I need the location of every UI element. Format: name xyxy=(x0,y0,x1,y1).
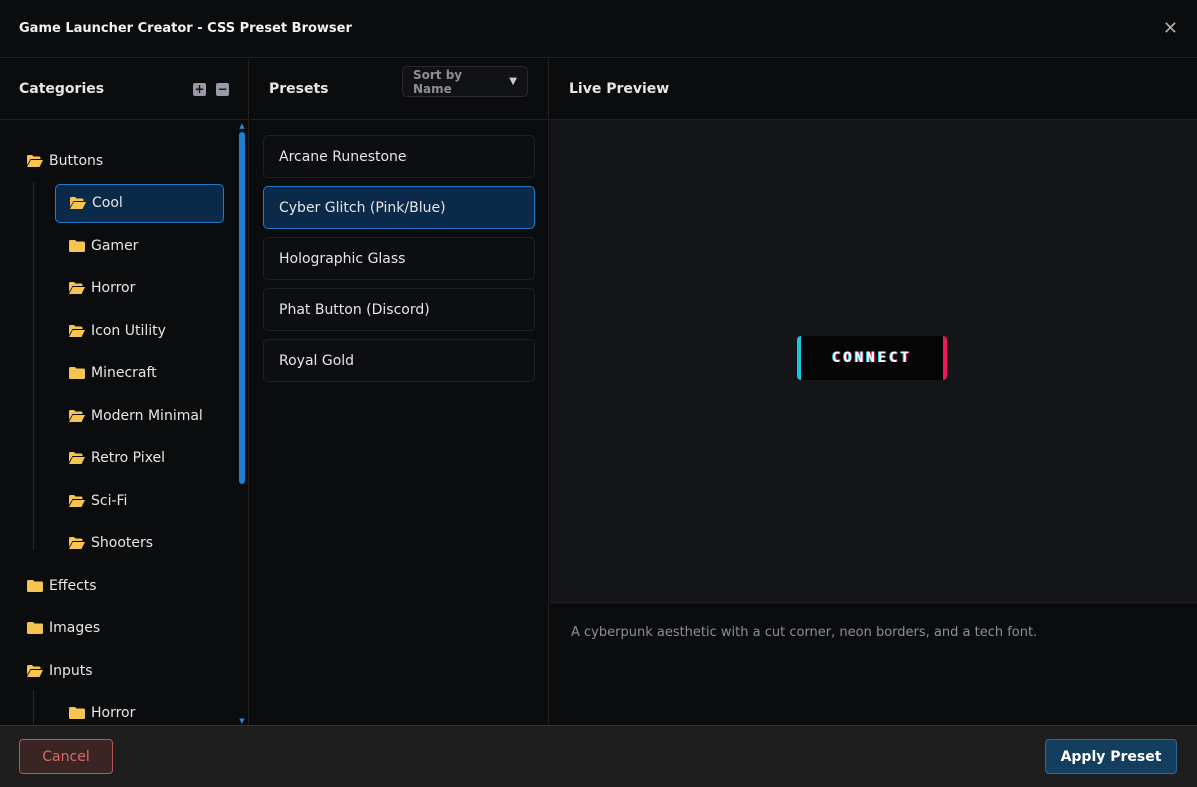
preset-item[interactable]: Royal Gold xyxy=(263,339,535,382)
category-item[interactable]: Horror xyxy=(55,267,224,310)
category-label: Inputs xyxy=(49,662,93,679)
category-item[interactable]: Icon Utility xyxy=(55,310,224,353)
category-item[interactable]: Buttons xyxy=(0,140,248,183)
category-item[interactable]: Cool xyxy=(55,183,224,223)
cancel-button[interactable]: Cancel xyxy=(19,739,113,774)
category-item[interactable]: Inputs xyxy=(0,650,248,693)
chevron-down-icon: ▼ xyxy=(509,76,517,87)
presets-title: Presets xyxy=(269,81,329,97)
preview-panel: Live Preview CONNECT A cyberpunk aesthet… xyxy=(550,59,1197,725)
category-item[interactable]: Effects xyxy=(0,565,248,608)
sort-value: Sort by Name xyxy=(413,67,463,96)
tree-guide xyxy=(33,182,34,550)
category-label: Horror xyxy=(91,705,136,722)
title-bar: Game Launcher Creator - CSS Preset Brows… xyxy=(0,0,1197,58)
tree-scrollbar[interactable]: ▲ ▼ xyxy=(238,120,246,725)
apply-preset-button[interactable]: Apply Preset xyxy=(1045,739,1177,774)
tree-guide xyxy=(33,690,34,725)
folder-icon xyxy=(27,579,43,592)
window-title: Game Launcher Creator - CSS Preset Brows… xyxy=(19,21,352,36)
folder-open-icon xyxy=(69,452,85,465)
category-label: Minecraft xyxy=(91,365,157,382)
folder-icon xyxy=(27,622,43,635)
close-icon[interactable]: ✕ xyxy=(1162,18,1178,39)
scroll-down-icon[interactable]: ▼ xyxy=(239,717,245,725)
preset-item[interactable]: Holographic Glass xyxy=(263,237,535,280)
preset-item[interactable]: Arcane Runestone xyxy=(263,135,535,178)
category-label: Sci-Fi xyxy=(91,492,128,509)
categories-panel: Categories + − Buttons Cool Gamer Horror Ico… xyxy=(0,59,249,725)
preset-item[interactable]: Phat Button (Discord) xyxy=(263,288,535,331)
category-label: Icon Utility xyxy=(91,322,166,339)
categories-title: Categories xyxy=(19,81,105,97)
folder-open-icon xyxy=(27,664,43,677)
folder-open-icon xyxy=(69,324,85,337)
preset-item[interactable]: Cyber Glitch (Pink/Blue) xyxy=(263,186,535,229)
folder-icon xyxy=(69,707,85,720)
category-label: Cool xyxy=(92,195,123,211)
preview-connect-button[interactable]: CONNECT xyxy=(797,336,947,380)
preview-stage: CONNECT xyxy=(550,120,1197,603)
category-item[interactable]: Images xyxy=(0,607,248,650)
folder-icon xyxy=(69,367,85,380)
folder-open-icon xyxy=(69,282,85,295)
category-item[interactable]: Shooters xyxy=(55,522,224,565)
scrollbar-thumb[interactable] xyxy=(239,132,245,484)
category-label: Gamer xyxy=(91,237,139,254)
category-item[interactable]: Sci-Fi xyxy=(55,480,224,523)
category-label: Images xyxy=(49,620,101,637)
category-label: Retro Pixel xyxy=(91,450,166,467)
preset-list: Arcane Runestone Cyber Glitch (Pink/Blue)… xyxy=(250,120,548,405)
folder-open-icon xyxy=(70,197,86,209)
expand-all-icon[interactable]: + xyxy=(193,81,206,96)
category-label: Effects xyxy=(49,577,97,594)
sort-select[interactable]: Sort by Name ▼ xyxy=(402,66,528,97)
collapse-all-icon[interactable]: − xyxy=(216,81,229,96)
category-item[interactable]: Retro Pixel xyxy=(55,437,224,480)
preset-description: A cyberpunk aesthetic with a cut corner,… xyxy=(571,625,1038,640)
folder-open-icon xyxy=(69,409,85,422)
category-label: Buttons xyxy=(49,153,104,170)
preview-title: Live Preview xyxy=(569,81,670,97)
category-item[interactable]: Minecraft xyxy=(55,352,224,395)
category-label: Shooters xyxy=(91,535,154,552)
category-item[interactable]: Modern Minimal xyxy=(55,395,224,438)
scroll-up-icon[interactable]: ▲ xyxy=(239,122,245,130)
presets-panel: Presets Sort by Name ▼ Arcane Runestone C… xyxy=(250,59,549,725)
category-tree: Buttons Cool Gamer Horror Icon Utility Minecr… xyxy=(0,120,248,725)
category-label: Horror xyxy=(91,280,136,297)
folder-open-icon xyxy=(27,155,43,168)
category-label: Modern Minimal xyxy=(91,407,203,424)
folder-open-icon xyxy=(69,494,85,507)
folder-icon xyxy=(69,239,85,252)
category-item[interactable]: Horror xyxy=(55,692,224,725)
category-item[interactable]: Gamer xyxy=(55,225,224,268)
folder-open-icon xyxy=(69,537,85,550)
footer: Cancel Apply Preset xyxy=(0,725,1197,787)
